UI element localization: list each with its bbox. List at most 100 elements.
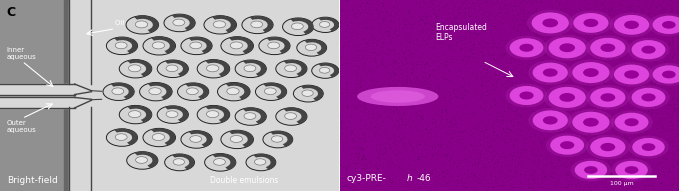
Point <box>506 121 517 125</box>
Point <box>435 139 446 142</box>
Point <box>593 29 604 32</box>
Point <box>518 19 529 22</box>
Point <box>630 109 641 112</box>
Point <box>526 37 536 40</box>
Circle shape <box>550 136 584 155</box>
Point <box>416 18 427 21</box>
Point <box>555 104 566 107</box>
Point <box>673 119 679 122</box>
Point <box>384 42 395 45</box>
Circle shape <box>213 159 225 165</box>
Point <box>509 54 519 57</box>
Point <box>358 154 369 157</box>
Point <box>454 90 464 93</box>
Point <box>543 138 553 141</box>
Point <box>464 37 475 40</box>
Point <box>503 108 514 111</box>
Point <box>366 180 377 183</box>
Point <box>471 15 482 18</box>
Point <box>571 141 582 144</box>
Point <box>383 156 394 159</box>
Point <box>583 34 594 37</box>
Point <box>354 42 365 45</box>
Point <box>596 119 607 122</box>
Point <box>645 168 656 171</box>
Point <box>614 121 625 124</box>
Point <box>443 99 454 102</box>
Point <box>512 29 523 32</box>
Point <box>447 25 458 28</box>
Point <box>386 40 397 43</box>
Point <box>369 152 380 155</box>
Point <box>473 46 483 49</box>
Point <box>606 18 617 21</box>
Point <box>340 36 351 39</box>
Point <box>533 183 544 186</box>
Point <box>441 63 452 66</box>
Point <box>532 162 543 165</box>
Point <box>442 2 453 6</box>
Point <box>650 21 661 24</box>
Point <box>369 177 380 180</box>
Point <box>608 12 619 15</box>
Point <box>445 58 456 61</box>
Circle shape <box>107 129 138 146</box>
Point <box>451 88 462 91</box>
Point <box>460 14 471 17</box>
Point <box>528 189 539 191</box>
Point <box>384 116 394 119</box>
Point <box>625 153 636 156</box>
Point <box>538 171 549 174</box>
Point <box>368 113 379 116</box>
Point <box>663 103 674 106</box>
Point <box>401 112 411 115</box>
Point <box>649 100 660 103</box>
Point <box>359 38 370 41</box>
Point <box>559 18 570 21</box>
Point <box>512 19 523 22</box>
Point <box>346 133 356 136</box>
Point <box>623 163 634 166</box>
Point <box>506 107 517 110</box>
Point <box>624 26 635 29</box>
Point <box>350 122 361 125</box>
Point <box>459 173 470 176</box>
Wedge shape <box>128 105 152 123</box>
Point <box>549 93 560 96</box>
Point <box>669 107 679 110</box>
Point <box>563 183 574 186</box>
Point <box>606 116 617 119</box>
Point <box>488 38 498 41</box>
Point <box>521 138 532 141</box>
Point <box>543 111 554 114</box>
Point <box>365 6 375 9</box>
Point <box>380 151 391 154</box>
Circle shape <box>293 85 323 102</box>
Point <box>357 26 368 29</box>
Point <box>359 100 369 104</box>
Point <box>550 186 561 189</box>
Point <box>665 4 676 7</box>
Point <box>427 2 438 5</box>
Point <box>420 98 431 101</box>
Point <box>643 185 654 188</box>
Point <box>604 163 614 166</box>
Point <box>344 165 355 168</box>
Point <box>642 133 653 136</box>
Point <box>391 106 402 109</box>
Point <box>492 23 503 26</box>
Point <box>583 69 594 72</box>
Point <box>533 90 544 93</box>
Point <box>663 45 674 48</box>
Point <box>509 183 519 186</box>
Point <box>543 101 553 104</box>
Point <box>476 26 487 29</box>
Point <box>669 6 679 9</box>
Point <box>589 146 600 150</box>
Point <box>371 164 382 168</box>
Point <box>473 158 484 161</box>
Point <box>555 15 566 19</box>
Point <box>467 163 478 166</box>
Circle shape <box>662 71 676 78</box>
Point <box>533 159 544 162</box>
